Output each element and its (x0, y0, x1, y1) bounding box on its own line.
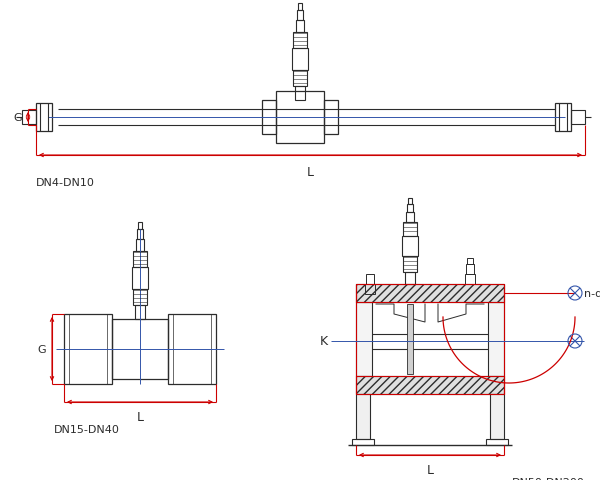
Bar (133, 252, 147, 267)
Bar (324, 101, 338, 135)
Bar (136, 240, 144, 252)
Bar (135, 305, 145, 319)
Bar (405, 273, 415, 285)
Bar (293, 71, 307, 87)
Bar (276, 92, 324, 144)
Bar (366, 275, 374, 285)
Bar (407, 204, 413, 213)
Bar (137, 229, 143, 240)
Bar (402, 237, 418, 256)
Text: DN50-DN200: DN50-DN200 (512, 477, 585, 480)
Bar (486, 439, 508, 445)
Text: DN15-DN40: DN15-DN40 (54, 424, 120, 434)
Text: G: G (13, 113, 22, 123)
Bar (298, 4, 302, 11)
Bar (133, 289, 147, 305)
Bar (262, 101, 276, 135)
Bar (296, 21, 304, 33)
Bar (467, 258, 473, 264)
Text: G: G (37, 344, 46, 354)
Bar (356, 285, 504, 302)
Bar (168, 314, 216, 384)
Bar (36, 104, 52, 132)
Bar (356, 376, 504, 394)
Bar (356, 302, 372, 376)
Bar (555, 104, 571, 132)
Bar (490, 394, 504, 439)
Bar (403, 223, 417, 237)
Text: L: L (307, 166, 314, 179)
Bar (571, 111, 585, 125)
Bar (356, 376, 504, 394)
Text: n-d: n-d (584, 288, 600, 299)
Bar (132, 267, 148, 289)
Bar (407, 304, 413, 374)
Bar (352, 439, 374, 445)
Bar (488, 302, 504, 376)
Bar (292, 49, 308, 71)
Text: DN4-DN10: DN4-DN10 (36, 178, 95, 188)
Bar (403, 256, 417, 273)
Bar (293, 33, 307, 49)
Bar (138, 223, 142, 229)
Bar (295, 87, 305, 101)
Bar (356, 394, 370, 439)
Bar (408, 199, 412, 204)
Bar (356, 285, 504, 302)
Bar (64, 314, 112, 384)
Text: K: K (320, 335, 328, 348)
Text: L: L (427, 463, 434, 476)
Bar (297, 11, 303, 21)
Bar (466, 264, 474, 275)
Bar (22, 111, 36, 125)
Bar (112, 319, 168, 379)
Bar (406, 213, 414, 223)
Bar (365, 285, 375, 294)
Bar (465, 275, 475, 285)
Text: L: L (137, 410, 143, 423)
